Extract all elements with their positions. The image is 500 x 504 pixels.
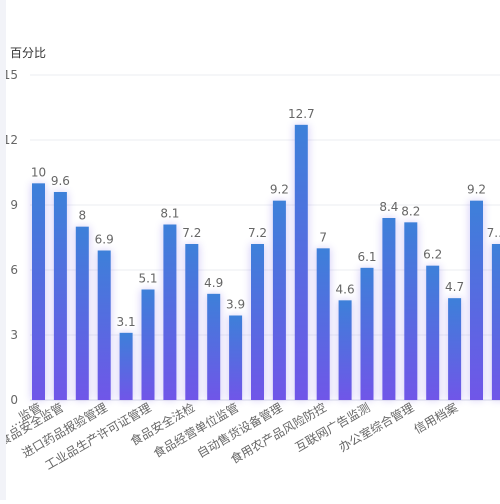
bar-value-label: 8 [78, 209, 86, 223]
bar-value-label: 3.9 [226, 298, 245, 312]
bar[interactable] [382, 218, 396, 400]
bar-value-label: 8.1 [160, 207, 179, 221]
bar[interactable] [294, 124, 308, 400]
y-tick-label: 15 [3, 68, 18, 82]
bar[interactable] [338, 300, 352, 400]
x-tick-label: 信用档案 [411, 400, 460, 437]
bar[interactable] [229, 315, 243, 401]
bar[interactable] [272, 200, 286, 400]
bar-value-label: 8.4 [379, 200, 398, 214]
bar[interactable] [251, 244, 264, 400]
y-tick-label: 6 [10, 263, 18, 277]
bar[interactable] [141, 289, 155, 401]
bar[interactable] [470, 200, 483, 400]
bar[interactable] [163, 224, 177, 401]
bars [32, 124, 500, 401]
bar[interactable] [53, 192, 67, 400]
y-tick-label: 3 [10, 328, 18, 342]
bar-value-label: 6.1 [357, 250, 376, 264]
bar[interactable] [316, 248, 330, 400]
bar[interactable] [360, 267, 374, 400]
bar-value-label: 8.2 [401, 204, 420, 218]
bar-value-label: 9.2 [270, 183, 289, 197]
bar-value-label: 6.2 [423, 248, 442, 262]
bar-value-label: 4.7 [445, 280, 464, 294]
bar-value-label: 5.1 [138, 272, 157, 286]
bar[interactable] [32, 183, 45, 400]
bar-value-label: 7.2 [182, 226, 201, 240]
y-tick-label: 9 [10, 198, 18, 212]
bar[interactable] [185, 244, 199, 400]
y-axis-ticks: 0 3 6 9 12 15 [3, 68, 18, 407]
y-tick-label: 12 [3, 133, 18, 147]
bar-value-label: 9.2 [467, 183, 486, 197]
bar[interactable] [491, 244, 500, 400]
bar-value-label: 9.6 [51, 174, 70, 188]
bar[interactable] [404, 222, 418, 400]
bar[interactable] [75, 226, 89, 400]
x-tick-label: 办公室综合管理 [336, 400, 416, 455]
bar[interactable] [448, 298, 462, 400]
bar-value-label: 7.2 [248, 226, 267, 240]
bar-value-label: 6.9 [95, 233, 114, 247]
bar-value-label: 10 [31, 165, 46, 179]
bar-value-label: 3.1 [117, 315, 136, 329]
y-axis-title: 百分比 [10, 46, 46, 60]
x-axis-ticks: …监管食品安全监管进口药品报验管理工业品生产许可证管理食品安全法检食品经营单位监… [0, 400, 460, 473]
bar[interactable] [119, 332, 133, 400]
bar[interactable] [426, 265, 440, 400]
left-edge-strip [0, 0, 6, 500]
data-labels: 109.686.93.15.18.17.24.93.97.29.212.774.… [31, 107, 500, 329]
bar[interactable] [97, 250, 111, 401]
bar[interactable] [207, 293, 221, 400]
y-tick-label: 0 [10, 393, 18, 407]
bar-value-label: 7 [319, 230, 327, 244]
bar-value-label: 12.7 [288, 107, 315, 121]
bar-value-label: 7.… [487, 226, 500, 240]
bar-value-label: 4.9 [204, 276, 223, 290]
bar-value-label: 4.6 [336, 282, 355, 296]
